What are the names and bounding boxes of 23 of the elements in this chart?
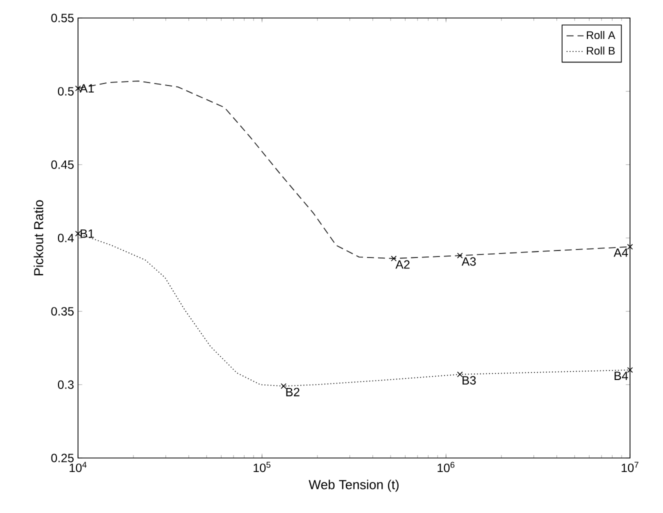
- annotation: B1: [80, 229, 94, 238]
- legend-label: Roll B: [586, 46, 615, 55]
- annotation: B3: [462, 376, 476, 385]
- annotation: A1: [80, 84, 94, 93]
- x-axis-title: Web Tension (t): [308, 480, 399, 492]
- y-tick-label: 0.5: [58, 87, 74, 96]
- x-tick-label: 10$^{6}$: [438, 462, 454, 472]
- y-tick-label: 0.55: [51, 14, 74, 22]
- x-tick-label: 10$^{4}$: [70, 462, 87, 472]
- annotation: A3: [462, 257, 476, 266]
- y-tick-label: 0.25: [51, 454, 74, 462]
- y-tick-label: 0.3: [58, 380, 74, 389]
- x-tick-label: 10$^{5}$: [254, 462, 270, 472]
- y-tick-label: 0.35: [51, 307, 74, 316]
- y-axis-title: Pickout Ratio: [34, 200, 44, 276]
- annotation: B2: [286, 388, 300, 396]
- annotation: A2: [395, 260, 410, 269]
- annotation: B4: [614, 372, 628, 380]
- y-tick-label: 0.4: [58, 234, 74, 242]
- annotation: A4: [614, 248, 628, 257]
- y-tick-label: 0.45: [51, 160, 74, 169]
- legend-label: Roll A: [586, 30, 616, 40]
- x-tick-label: 10$^{7}$: [622, 462, 638, 472]
